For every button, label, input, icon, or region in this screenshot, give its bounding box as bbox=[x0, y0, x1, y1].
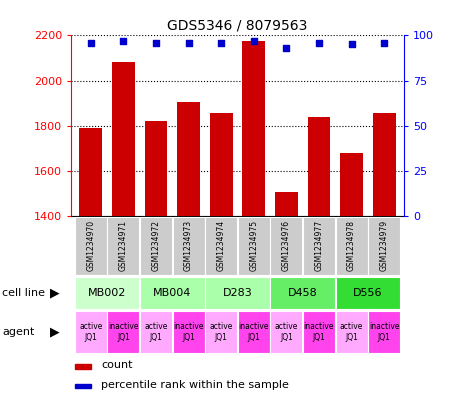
FancyBboxPatch shape bbox=[107, 217, 139, 274]
Bar bbox=[79, 128, 102, 216]
Text: GSM1234976: GSM1234976 bbox=[282, 220, 291, 271]
Text: active
JQ1: active JQ1 bbox=[340, 322, 363, 342]
Point bbox=[380, 39, 388, 46]
FancyBboxPatch shape bbox=[303, 217, 335, 274]
FancyBboxPatch shape bbox=[368, 217, 400, 274]
Text: inactive
JQ1: inactive JQ1 bbox=[238, 322, 269, 342]
FancyBboxPatch shape bbox=[368, 311, 400, 353]
Text: active
JQ1: active JQ1 bbox=[144, 322, 168, 342]
Bar bbox=[144, 121, 167, 216]
Text: D283: D283 bbox=[223, 288, 252, 298]
FancyBboxPatch shape bbox=[270, 311, 303, 353]
Text: ▶: ▶ bbox=[50, 325, 59, 339]
FancyBboxPatch shape bbox=[205, 277, 270, 309]
Text: cell line: cell line bbox=[2, 288, 46, 298]
Bar bbox=[75, 384, 91, 388]
FancyBboxPatch shape bbox=[75, 277, 139, 309]
Point bbox=[250, 38, 257, 44]
FancyBboxPatch shape bbox=[140, 311, 172, 353]
Text: GSM1234970: GSM1234970 bbox=[86, 220, 95, 271]
FancyBboxPatch shape bbox=[172, 217, 205, 274]
Point bbox=[348, 41, 355, 48]
Text: D458: D458 bbox=[288, 288, 318, 298]
FancyBboxPatch shape bbox=[336, 277, 400, 309]
Text: agent: agent bbox=[2, 327, 35, 337]
Bar bbox=[210, 113, 233, 216]
Bar bbox=[308, 117, 331, 216]
Text: GSM1234979: GSM1234979 bbox=[380, 220, 389, 271]
FancyBboxPatch shape bbox=[336, 311, 368, 353]
Bar bbox=[275, 193, 298, 216]
Bar bbox=[75, 364, 91, 369]
Text: count: count bbox=[101, 360, 133, 371]
Text: active
JQ1: active JQ1 bbox=[275, 322, 298, 342]
Text: MB004: MB004 bbox=[153, 288, 191, 298]
FancyBboxPatch shape bbox=[205, 311, 237, 353]
Bar bbox=[112, 62, 135, 216]
Text: GSM1234974: GSM1234974 bbox=[217, 220, 226, 271]
Text: ▶: ▶ bbox=[50, 286, 59, 299]
Point bbox=[152, 39, 160, 46]
FancyBboxPatch shape bbox=[107, 311, 139, 353]
Text: GSM1234977: GSM1234977 bbox=[314, 220, 323, 271]
Point bbox=[315, 39, 323, 46]
Text: percentile rank within the sample: percentile rank within the sample bbox=[101, 380, 289, 390]
Text: GSM1234973: GSM1234973 bbox=[184, 220, 193, 271]
Text: inactive
JQ1: inactive JQ1 bbox=[304, 322, 334, 342]
Point bbox=[120, 38, 127, 44]
Point bbox=[185, 39, 192, 46]
FancyBboxPatch shape bbox=[270, 217, 303, 274]
Text: GSM1234972: GSM1234972 bbox=[152, 220, 161, 271]
FancyBboxPatch shape bbox=[205, 217, 237, 274]
FancyBboxPatch shape bbox=[172, 311, 205, 353]
Text: inactive
JQ1: inactive JQ1 bbox=[369, 322, 399, 342]
Text: MB002: MB002 bbox=[88, 288, 126, 298]
Text: inactive
JQ1: inactive JQ1 bbox=[108, 322, 139, 342]
Text: active
JQ1: active JQ1 bbox=[79, 322, 103, 342]
FancyBboxPatch shape bbox=[75, 217, 107, 274]
Text: GSM1234978: GSM1234978 bbox=[347, 220, 356, 271]
Point bbox=[87, 39, 95, 46]
Bar bbox=[340, 153, 363, 216]
Point bbox=[218, 39, 225, 46]
Bar bbox=[242, 41, 265, 216]
Point bbox=[283, 45, 290, 51]
FancyBboxPatch shape bbox=[270, 277, 335, 309]
FancyBboxPatch shape bbox=[140, 277, 205, 309]
Text: GSM1234975: GSM1234975 bbox=[249, 220, 258, 271]
Bar bbox=[177, 102, 200, 216]
FancyBboxPatch shape bbox=[336, 217, 368, 274]
Text: inactive
JQ1: inactive JQ1 bbox=[173, 322, 204, 342]
FancyBboxPatch shape bbox=[140, 217, 172, 274]
FancyBboxPatch shape bbox=[238, 217, 270, 274]
Bar bbox=[373, 113, 396, 216]
FancyBboxPatch shape bbox=[238, 311, 270, 353]
FancyBboxPatch shape bbox=[75, 311, 107, 353]
Text: GSM1234971: GSM1234971 bbox=[119, 220, 128, 271]
Text: D556: D556 bbox=[353, 288, 383, 298]
FancyBboxPatch shape bbox=[303, 311, 335, 353]
Title: GDS5346 / 8079563: GDS5346 / 8079563 bbox=[167, 19, 308, 33]
Text: active
JQ1: active JQ1 bbox=[209, 322, 233, 342]
